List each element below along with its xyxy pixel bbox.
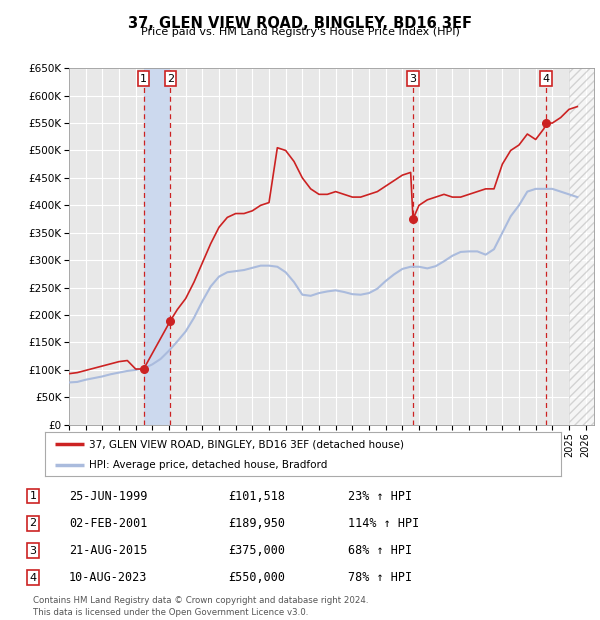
Text: 3: 3 [409,74,416,84]
Text: 68% ↑ HPI: 68% ↑ HPI [348,544,412,557]
Text: 21-AUG-2015: 21-AUG-2015 [69,544,148,557]
Text: £101,518: £101,518 [228,490,285,502]
Text: 3: 3 [29,546,37,556]
Text: 4: 4 [542,74,550,84]
Text: 114% ↑ HPI: 114% ↑ HPI [348,517,419,529]
Text: HPI: Average price, detached house, Bradford: HPI: Average price, detached house, Brad… [89,460,327,470]
Text: £375,000: £375,000 [228,544,285,557]
Text: £550,000: £550,000 [228,572,285,584]
Text: 1: 1 [140,74,147,84]
Text: 23% ↑ HPI: 23% ↑ HPI [348,490,412,502]
Text: 37, GLEN VIEW ROAD, BINGLEY, BD16 3EF (detached house): 37, GLEN VIEW ROAD, BINGLEY, BD16 3EF (d… [89,439,404,449]
Text: 4: 4 [29,573,37,583]
Bar [143,68,170,425]
Text: Contains HM Land Registry data © Crown copyright and database right 2024.
This d: Contains HM Land Registry data © Crown c… [33,596,368,617]
Text: 2: 2 [167,74,174,84]
Text: 37, GLEN VIEW ROAD, BINGLEY, BD16 3EF: 37, GLEN VIEW ROAD, BINGLEY, BD16 3EF [128,16,472,30]
Text: 78% ↑ HPI: 78% ↑ HPI [348,572,412,584]
Text: 10-AUG-2023: 10-AUG-2023 [69,572,148,584]
Text: 02-FEB-2001: 02-FEB-2001 [69,517,148,529]
Text: 25-JUN-1999: 25-JUN-1999 [69,490,148,502]
Text: 1: 1 [29,491,37,501]
Text: £189,950: £189,950 [228,517,285,529]
Text: 2: 2 [29,518,37,528]
Text: Price paid vs. HM Land Registry's House Price Index (HPI): Price paid vs. HM Land Registry's House … [140,27,460,37]
